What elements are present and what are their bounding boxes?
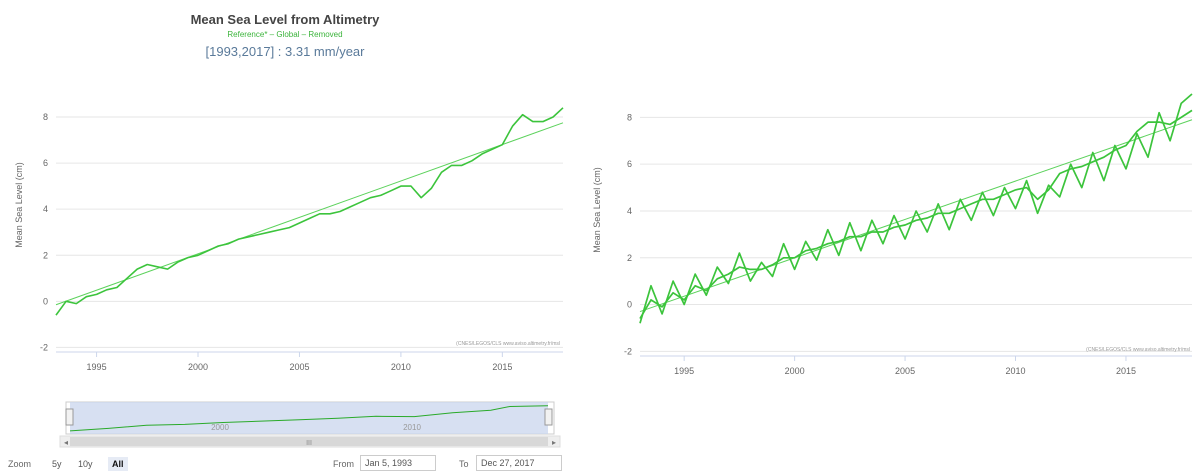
navigator-tick-label: 2000	[211, 423, 229, 432]
plot-area: -2 0 2 4 6 8 1995 2000 2005 2010 2015	[40, 107, 564, 372]
trend-line	[55, 122, 564, 306]
credit-text: (CNES/LEGOS/CLS www.aviso.altimetry.fr/m…	[1086, 347, 1190, 353]
x-tick-label: 1995	[674, 366, 694, 376]
series-line	[639, 93, 1193, 324]
zoom-label: Zoom	[8, 459, 32, 469]
y-tick-label: -2	[40, 342, 48, 352]
from-label: From	[333, 459, 354, 469]
y-tick-label: -2	[624, 346, 632, 356]
from-date-input[interactable]: Jan 5, 1993	[360, 455, 436, 471]
x-tick-label: 2000	[785, 366, 805, 376]
right-chart: -2 0 2 4 6 8 1995 2000 2005 2010 2015 Mean Sea Lev…	[592, 93, 1193, 376]
y-tick-label: 6	[43, 158, 48, 168]
navigator-tick-label: 2010	[403, 423, 421, 432]
x-tick-label: 2005	[289, 362, 309, 372]
zoom-10y-button[interactable]: 10y	[78, 459, 93, 469]
scrollbar-right-arrow[interactable]: ▸	[552, 438, 556, 447]
y-tick-label: 2	[43, 250, 48, 260]
navigator[interactable]: 2000 2010 ◂ ▸ III	[59, 401, 561, 448]
scrollbar-left-arrow[interactable]: ◂	[64, 438, 68, 447]
x-tick-label: 2010	[1005, 366, 1025, 376]
series-line	[639, 109, 1193, 320]
x-tick-label: 2015	[492, 362, 512, 372]
y-axis-title: Mean Sea Level (cm)	[14, 162, 24, 248]
chart-title: Mean Sea Level from Altimetry	[191, 12, 381, 27]
x-tick-label: 2015	[1116, 366, 1136, 376]
trend-rate-text: [1993,2017] : 3.31 mm/year	[206, 44, 366, 59]
left-chart: Mean Sea Level from Altimetry Reference*…	[14, 12, 564, 448]
navigator-selection-mask[interactable]	[70, 402, 548, 434]
zoom-5y-button[interactable]: 5y	[52, 459, 62, 469]
navigator-series	[69, 405, 549, 432]
plot-area: -2 0 2 4 6 8 1995 2000 2005 2010 2015	[624, 93, 1193, 376]
y-tick-label: 6	[627, 159, 632, 169]
to-label: To	[459, 459, 469, 469]
y-tick-label: 2	[627, 253, 632, 263]
x-tick-label: 2000	[188, 362, 208, 372]
to-date-input[interactable]: Dec 27, 2017	[476, 455, 562, 471]
navigator-left-handle[interactable]	[65, 408, 74, 426]
y-tick-label: 8	[627, 112, 632, 122]
y-axis-title: Mean Sea Level (cm)	[592, 167, 602, 253]
scrollbar-thumb[interactable]	[70, 437, 548, 446]
chart-subtitle: Reference* – Global – Removed	[227, 30, 342, 39]
y-tick-label: 8	[43, 112, 48, 122]
x-tick-label: 2005	[895, 366, 915, 376]
zoom-all-button[interactable]: All	[108, 457, 128, 471]
navigator-right-handle[interactable]	[544, 408, 553, 426]
y-tick-label: 0	[43, 296, 48, 306]
trend-line	[639, 119, 1193, 313]
x-tick-label: 2010	[391, 362, 411, 372]
y-tick-label: 4	[627, 206, 632, 216]
series-line	[55, 107, 564, 316]
credit-text: (CNES/LEGOS/CLS www.aviso.altimetry.fr/m…	[456, 341, 560, 347]
scrollbar-grip[interactable]: III	[306, 440, 312, 447]
y-tick-label: 0	[627, 300, 632, 310]
x-tick-label: 1995	[87, 362, 107, 372]
y-tick-label: 4	[43, 204, 48, 214]
range-selector: Zoom 5y 10y All From Jan 5, 1993 To Dec …	[0, 455, 565, 475]
